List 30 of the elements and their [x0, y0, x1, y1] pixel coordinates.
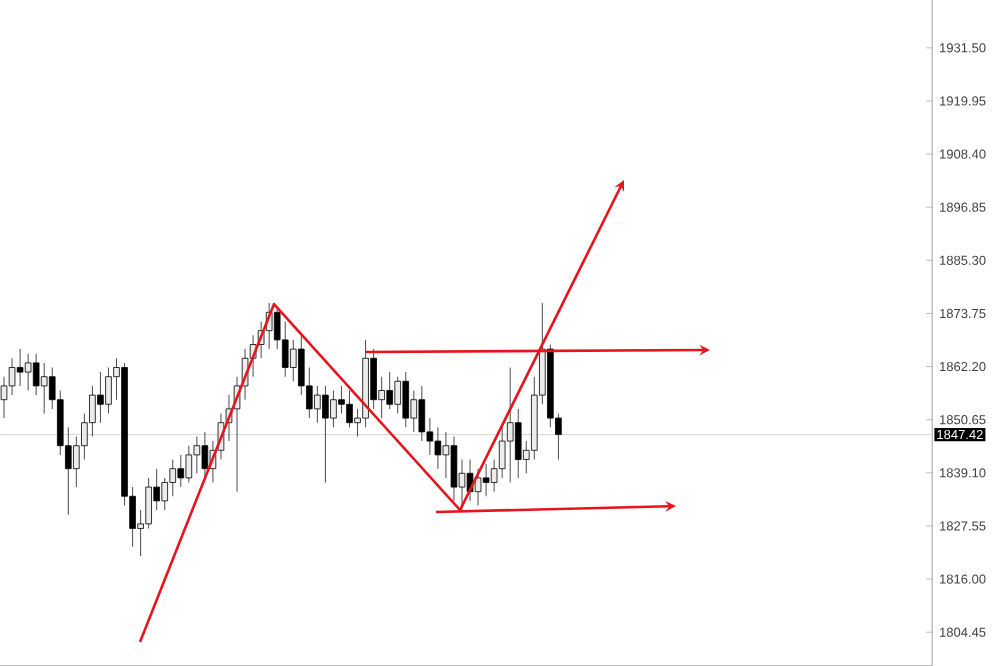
candlestick — [386, 371, 393, 410]
candlestick — [322, 385, 329, 483]
candlestick — [97, 371, 104, 424]
candlestick — [177, 454, 185, 488]
candlestick — [402, 371, 410, 428]
candlestick — [40, 362, 48, 414]
candlestick — [314, 385, 321, 424]
candlestick — [506, 366, 514, 483]
candlestick — [410, 389, 418, 433]
candlestick — [289, 339, 297, 382]
candlestick — [418, 385, 426, 442]
candlestick — [474, 468, 482, 506]
candlestick — [498, 426, 506, 479]
candlestick — [201, 431, 209, 479]
candlestick — [32, 353, 40, 396]
candlestick — [514, 408, 522, 479]
candlestick — [394, 376, 402, 414]
candlestick — [145, 477, 152, 529]
candlestick — [193, 435, 201, 474]
candlestick — [330, 389, 337, 428]
candlestick — [185, 445, 193, 483]
candlestick — [346, 389, 353, 428]
candlestick — [8, 357, 16, 396]
candlestick — [482, 463, 490, 497]
candlestick — [16, 348, 24, 387]
candlestick — [450, 435, 458, 502]
candlestick — [24, 353, 32, 391]
candlestick — [434, 426, 442, 470]
candlestick — [169, 458, 177, 497]
candlestick — [105, 366, 112, 414]
